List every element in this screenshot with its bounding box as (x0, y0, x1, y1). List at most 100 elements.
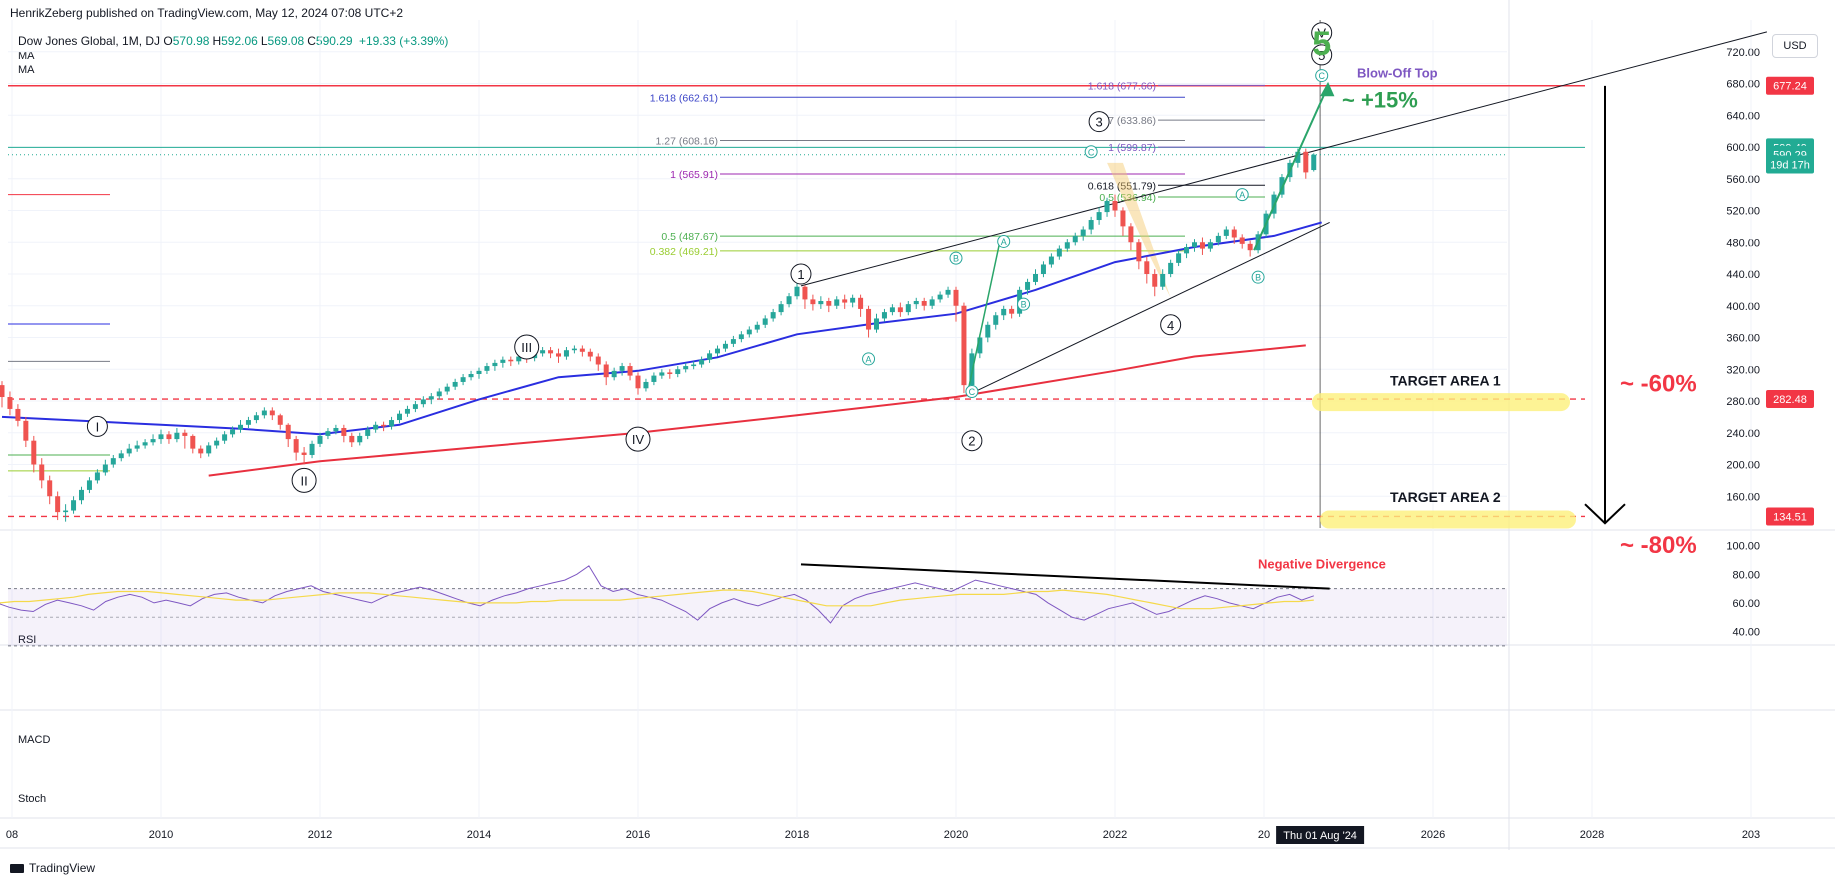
candle-body (842, 299, 848, 303)
candle-body (389, 420, 395, 427)
wave-circle-ii (291, 467, 317, 493)
candle-body (1279, 177, 1285, 195)
fib-level-label: 1 (565.91) (670, 169, 718, 181)
negative-divergence-label: Negative Divergence (1258, 557, 1386, 572)
price-axis-tag-label: 677.24 (1773, 81, 1807, 93)
projection-arrow-head (1320, 81, 1335, 97)
candle-body (492, 362, 498, 367)
subwave-circle (862, 352, 876, 366)
subwave-circle (997, 234, 1011, 248)
rsi-ma-line (0, 589, 1314, 610)
rsi-pane-label[interactable]: RSI (18, 634, 37, 646)
blowoff-top-label: Blow-Off Top (1357, 66, 1438, 81)
time-tick-label: 2028 (1580, 829, 1604, 841)
candle-body (309, 443, 315, 455)
candle-body (110, 458, 116, 465)
ma-indicator-label-1[interactable]: MA (18, 50, 35, 62)
symbol-name[interactable]: Dow Jones Global, 1M, DJ (18, 34, 161, 48)
candle-body (770, 312, 776, 319)
subwave-label: B (1255, 273, 1261, 283)
fib-level-label: 0.618 (551.79) (1088, 180, 1156, 192)
candle-body (285, 424, 291, 440)
candle-body (563, 350, 569, 357)
candle-body (1152, 274, 1158, 287)
price-axis-tag-label: 282.48 (1773, 394, 1807, 406)
candle-body (460, 377, 466, 382)
crosshair-date-box (1276, 826, 1365, 844)
wave-label: III (521, 340, 532, 355)
wave-label: 2 (968, 434, 975, 449)
crosshair-date-label: Thu 01 Aug '24 (1283, 830, 1357, 842)
candle-body (595, 356, 601, 365)
candle-body (1120, 210, 1126, 227)
candle-body (158, 434, 164, 440)
wave-circle-i (86, 415, 108, 437)
candle-body (675, 369, 681, 375)
subwave-label: C (1088, 147, 1095, 157)
subwave-label: C (1318, 71, 1325, 81)
candle-body (1144, 261, 1150, 274)
candle-body (174, 432, 180, 440)
ma-indicator-label-2[interactable]: MA (18, 64, 35, 76)
macd-pane-label[interactable]: MACD (18, 734, 51, 746)
stoch-pane-label[interactable]: Stoch (18, 793, 47, 805)
candle-body (810, 299, 816, 305)
price-tick-label: 480.00 (1726, 237, 1760, 249)
candle-body (778, 304, 784, 313)
currency-button[interactable]: USD (1772, 34, 1818, 58)
candle-body (1247, 243, 1253, 251)
candle-body (1311, 154, 1317, 171)
candle-body (222, 434, 228, 441)
time-tick-label: 2022 (1103, 829, 1127, 841)
price-tick-label: 320.00 (1726, 364, 1760, 376)
candle-body (850, 297, 856, 303)
candle-body (556, 353, 561, 357)
tradingview-logo-icon (10, 863, 24, 873)
candle-body (683, 366, 689, 370)
wave-label: 4 (1167, 318, 1174, 333)
candle-body (746, 329, 752, 335)
candle-body (921, 300, 927, 306)
candle-body (0, 385, 5, 398)
candle-body (1033, 274, 1038, 282)
candle-body (1088, 220, 1094, 230)
price-tick-label: 360.00 (1726, 333, 1760, 345)
candle-body (945, 289, 951, 295)
fib-level-label: 1.27 (608.16) (656, 136, 718, 148)
candle-body (1040, 264, 1046, 274)
subwave-label: A (866, 354, 872, 364)
wave-circle-4 (1160, 314, 1182, 336)
fib-level-label: 0.382 (469.21) (650, 246, 718, 258)
price-tick-label: 720.00 (1726, 47, 1760, 59)
candle-body (715, 348, 720, 354)
candle-body (826, 300, 832, 306)
candle-body (1104, 200, 1110, 213)
ohlc-key-l: L (260, 34, 268, 48)
ohlc-key-h: H (212, 34, 222, 48)
rsi-tick-label: 40.00 (1732, 627, 1760, 639)
wave-label: IV (632, 432, 645, 447)
candle-body (15, 408, 21, 421)
time-tick-label: 2018 (785, 829, 809, 841)
down-80-label: ~ -80% (1620, 532, 1697, 559)
price-tick-label: 280.00 (1726, 396, 1760, 408)
price-axis-tag-label: 134.51 (1773, 511, 1807, 523)
candle-body (1056, 248, 1062, 257)
candle-body (238, 424, 243, 430)
price-axis-tag (1766, 76, 1814, 95)
subwave-label: A (1239, 190, 1245, 200)
candle-body (587, 351, 593, 357)
wedge-shade (1107, 162, 1171, 298)
candle-body (1080, 229, 1086, 236)
candle-body (667, 372, 673, 375)
candle-body (603, 364, 609, 378)
candle-body (341, 427, 347, 436)
candle-body (754, 324, 760, 330)
candle-body (953, 289, 959, 306)
time-tick-label: 2026 (1421, 829, 1445, 841)
candle-body (548, 350, 554, 354)
publisher-line: HenrikZeberg published on TradingView.co… (10, 6, 404, 20)
candle-body (1136, 242, 1142, 262)
candle-body (985, 324, 991, 338)
